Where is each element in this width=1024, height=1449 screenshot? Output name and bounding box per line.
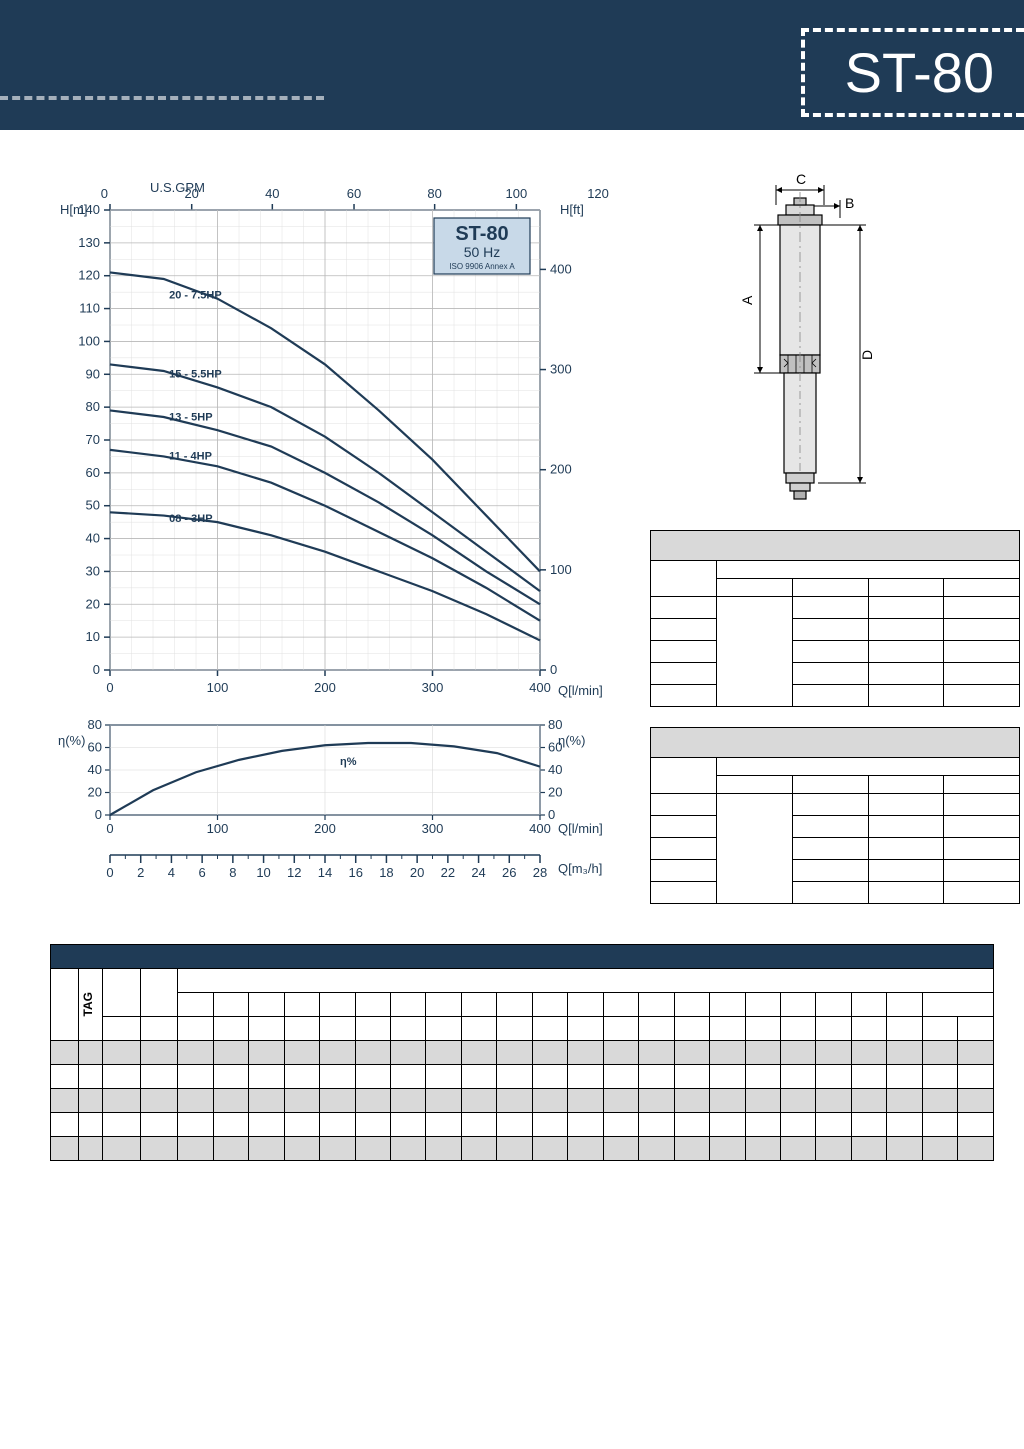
svg-text:30: 30 (86, 563, 100, 578)
dim-c: C (796, 171, 806, 187)
chart-box-note: ISO 9906 Annex A (449, 262, 515, 271)
svg-text:0: 0 (101, 186, 108, 201)
svg-text:60: 60 (548, 740, 562, 755)
svg-text:13 - 5HP: 13 - 5HP (169, 411, 212, 423)
svg-text:11 - 4HP: 11 - 4HP (169, 451, 212, 463)
svg-text:100: 100 (207, 680, 229, 695)
svg-text:100: 100 (550, 562, 572, 577)
svg-text:40: 40 (88, 762, 102, 777)
svg-text:300: 300 (422, 821, 444, 836)
svg-text:40: 40 (265, 186, 279, 201)
main-performance-chart: 020406080100120 U.S.GPM H[m] H[ft] Q[l/m… (50, 170, 610, 720)
dim-a: A (739, 295, 755, 305)
eff-left-label: η(%) (58, 733, 85, 748)
svg-text:400: 400 (529, 680, 551, 695)
svg-text:0: 0 (550, 662, 557, 677)
svg-text:4: 4 (168, 865, 175, 880)
svg-text:16: 16 (348, 865, 362, 880)
dimension-table-2 (650, 727, 1020, 904)
svg-text:0: 0 (95, 807, 102, 822)
svg-text:200: 200 (314, 821, 336, 836)
svg-text:120: 120 (587, 186, 609, 201)
svg-text:28: 28 (533, 865, 547, 880)
svg-text:90: 90 (86, 366, 100, 381)
efficiency-chart: η(%) η(%) Q[l/min] 002020404060608080010… (50, 715, 610, 845)
svg-text:0: 0 (106, 865, 113, 880)
svg-text:100: 100 (505, 186, 527, 201)
svg-text:2: 2 (137, 865, 144, 880)
svg-text:60: 60 (88, 740, 102, 755)
svg-text:200: 200 (550, 462, 572, 477)
svg-text:12: 12 (287, 865, 301, 880)
svg-text:26: 26 (502, 865, 516, 880)
svg-text:20: 20 (86, 596, 100, 611)
svg-text:120: 120 (78, 268, 100, 283)
svg-text:60: 60 (86, 465, 100, 480)
chart-box-subtitle: 50 Hz (464, 244, 501, 260)
product-title-box: ST-80 (801, 28, 1024, 117)
eff-x-label: Q[l/min] (558, 821, 603, 836)
svg-text:20: 20 (410, 865, 424, 880)
svg-text:08 - 3HP: 08 - 3HP (169, 513, 212, 525)
svg-text:20 - 7.5HP: 20 - 7.5HP (169, 290, 222, 302)
svg-text:110: 110 (79, 301, 100, 316)
svg-text:400: 400 (550, 261, 572, 276)
performance-data-table: TAG (50, 944, 994, 1161)
svg-text:40: 40 (548, 762, 562, 777)
svg-text:80: 80 (427, 186, 441, 201)
svg-text:15 - 5.5HP: 15 - 5.5HP (169, 369, 222, 381)
svg-text:300: 300 (550, 362, 572, 377)
svg-text:40: 40 (86, 531, 100, 546)
header-dash-line (0, 96, 324, 100)
svg-text:200: 200 (314, 680, 336, 695)
svg-text:140: 140 (78, 202, 100, 217)
svg-text:22: 22 (441, 865, 455, 880)
product-title: ST-80 (845, 41, 994, 104)
svg-text:8: 8 (229, 865, 236, 880)
svg-text:50: 50 (86, 498, 100, 513)
pump-dimension-diagram: C B (690, 170, 1020, 510)
svg-text:100: 100 (78, 333, 100, 348)
svg-text:10: 10 (256, 865, 270, 880)
dim-d: D (859, 350, 875, 360)
eff-grid: 0020204040606080800100200300400 (88, 717, 563, 836)
svg-text:80: 80 (86, 399, 100, 414)
svg-text:80: 80 (548, 717, 562, 732)
chart-box-title: ST-80 (455, 223, 508, 245)
tag-label: TAG (79, 988, 97, 1020)
svg-text:70: 70 (86, 432, 100, 447)
svg-text:14: 14 (318, 865, 332, 880)
dim-b: B (845, 195, 854, 211)
svg-text:0: 0 (106, 680, 113, 695)
right-axis-label-text: H[ft] (560, 202, 584, 217)
svg-text:80: 80 (88, 717, 102, 732)
top-axis: 020406080100120 U.S.GPM (101, 180, 609, 210)
svg-text:20: 20 (548, 785, 562, 800)
svg-text:0: 0 (93, 662, 100, 677)
svg-text:60: 60 (347, 186, 361, 201)
chart-title-box: ST-80 50 Hz ISO 9906 Annex A (434, 218, 530, 274)
dimension-table-1 (650, 530, 1020, 707)
eff-curve-label: η% (340, 756, 357, 768)
svg-text:0: 0 (106, 821, 113, 836)
svg-text:24: 24 (471, 865, 485, 880)
svg-text:20: 20 (88, 785, 102, 800)
svg-text:130: 130 (78, 235, 100, 250)
svg-text:100: 100 (207, 821, 229, 836)
svg-text:6: 6 (199, 865, 206, 880)
svg-text:400: 400 (529, 821, 551, 836)
svg-text:300: 300 (422, 680, 444, 695)
m3h-label: Q[m₃/h] (558, 861, 602, 876)
svg-text:0: 0 (548, 807, 555, 822)
svg-text:18: 18 (379, 865, 393, 880)
page-header: ST-80 (0, 0, 1024, 130)
m3h-axis: 0246810121416182022242628 Q[m₃/h] (50, 845, 610, 890)
top-axis-label-text: U.S.GPM (150, 180, 205, 195)
svg-text:10: 10 (86, 629, 100, 644)
bottom-axis-label-text: Q[l/min] (558, 683, 603, 698)
chart-grid: 0 100 200 300 400 0 10 20 30 40 50 60 70 80 90 100 110 12… (78, 202, 571, 695)
